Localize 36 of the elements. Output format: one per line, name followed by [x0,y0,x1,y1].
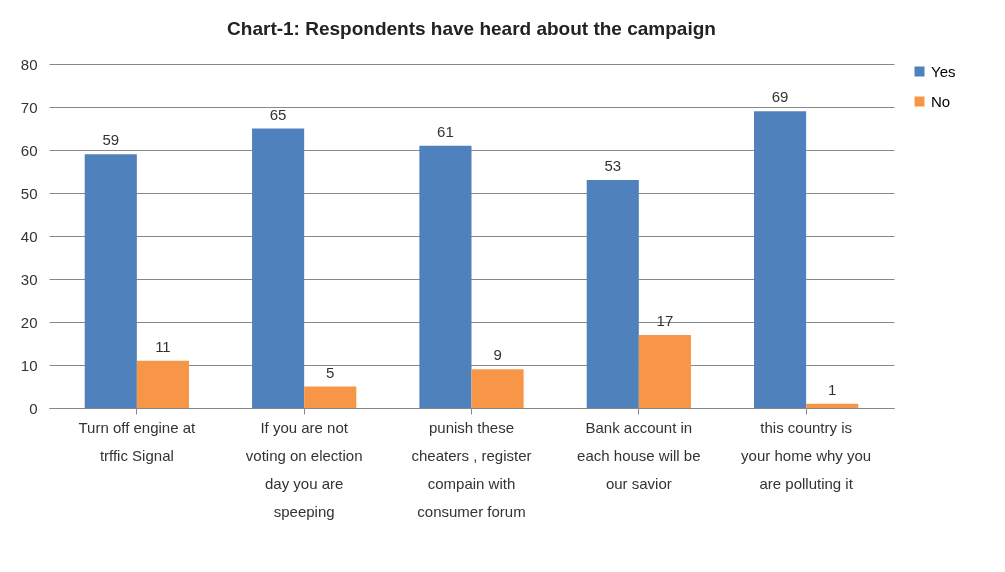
y-tick-label: 70 [20,98,38,116]
bar [586,180,639,408]
y-tick-label: 10 [20,356,38,374]
legend-label: Yes [931,62,956,80]
y-tick-label: 30 [20,270,38,288]
y-tick-label: 80 [20,55,38,73]
bar [754,111,807,408]
x-tick-label: punish these cheaters , register compain with consumer forum [411,418,532,520]
bar [419,145,472,408]
y-tick-label: 20 [20,313,38,331]
bar [471,369,524,408]
data-label: 5 [326,363,335,381]
bar [638,334,691,408]
bar [136,360,189,408]
y-tick-label: 60 [20,141,38,159]
bar [84,154,137,408]
y-tick-label: 50 [20,184,38,202]
data-label: 65 [269,105,287,123]
x-tick-label: this country is your home why you are polluting it [741,418,872,492]
x-tick-label: Bank account in each house will be our savior [577,418,701,492]
data-label: 59 [102,131,120,149]
x-tick-label: Turn off engine at trffic Signal [78,418,197,464]
y-tick-label: 0 [29,399,38,417]
data-label: 9 [493,346,502,364]
data-label: 11 [155,337,171,355]
data-label: 69 [771,88,789,106]
y-tick-label: 40 [20,227,38,245]
chart-title: Chart-1: Respondents have heard about the campaign [227,18,716,39]
bar [806,403,859,408]
bar [304,386,357,408]
x-tick-label: If you are not voting on election day you are speeping [245,418,363,520]
data-label: 61 [437,122,454,140]
data-label: 1 [828,380,837,398]
bar [252,128,305,408]
legend-label: No [931,92,951,110]
data-label: 53 [604,157,622,175]
